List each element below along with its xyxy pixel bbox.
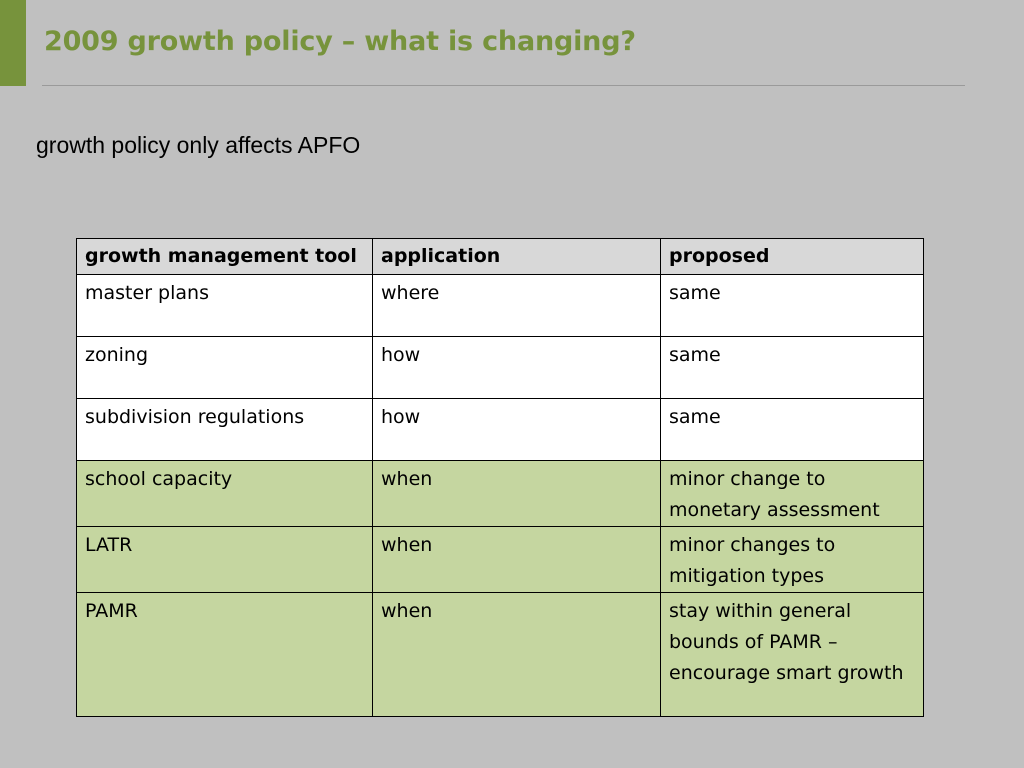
cell-proposed: minor change to monetary assessment [660, 460, 924, 527]
cell-tool: PAMR [76, 592, 373, 717]
table-row-highlighted: LATR when minor changes to mitigation ty… [76, 526, 924, 593]
title-accent-bar [0, 0, 26, 86]
header-proposed: proposed [660, 238, 924, 275]
cell-proposed: same [660, 336, 924, 399]
cell-application: when [372, 592, 661, 717]
cell-proposed: minor changes to mitigation types [660, 526, 924, 593]
header-tool: growth management tool [76, 238, 373, 275]
cell-tool: LATR [76, 526, 373, 593]
cell-application: when [372, 460, 661, 527]
cell-tool: subdivision regulations [76, 398, 373, 461]
table-row: master plans where same [76, 274, 924, 337]
cell-tool: master plans [76, 274, 373, 337]
cell-proposed: same [660, 274, 924, 337]
header-application: application [372, 238, 661, 275]
table-row-highlighted: school capacity when minor change to mon… [76, 460, 924, 527]
slide-title: 2009 growth policy – what is changing? [44, 26, 636, 57]
table-row: zoning how same [76, 336, 924, 399]
slide-subtitle: growth policy only affects APFO [36, 132, 361, 158]
table-row-highlighted: PAMR when stay within general bounds of … [76, 592, 924, 717]
cell-application: how [372, 398, 661, 461]
table-row: subdivision regulations how same [76, 398, 924, 461]
cell-proposed: same [660, 398, 924, 461]
cell-tool: zoning [76, 336, 373, 399]
cell-application: how [372, 336, 661, 399]
cell-proposed: stay within general bounds of PAMR – enc… [660, 592, 924, 717]
growth-tools-table: growth management tool application propo… [76, 238, 924, 717]
cell-application: where [372, 274, 661, 337]
cell-tool: school capacity [76, 460, 373, 527]
table-header-row: growth management tool application propo… [76, 238, 924, 275]
cell-application: when [372, 526, 661, 593]
title-divider [42, 85, 965, 86]
